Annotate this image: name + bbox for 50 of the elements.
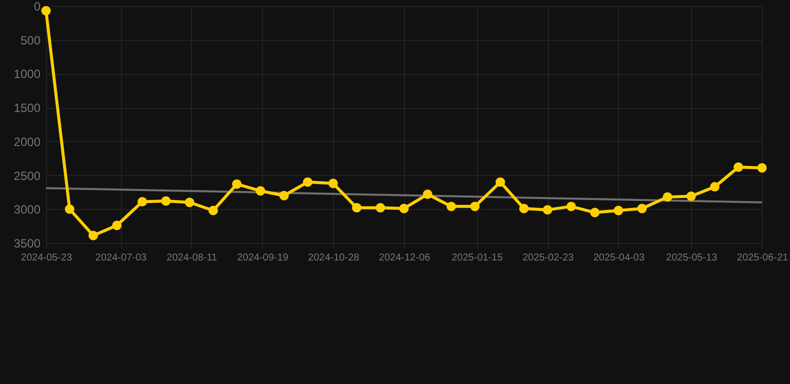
point [446,202,456,212]
point [376,203,386,213]
point [734,162,744,172]
point [138,196,148,206]
y-tick-label: 0 [34,0,41,14]
y-tick-label: 1500 [14,101,41,116]
point [662,192,672,202]
x-tick-label: 2024-07-03 [95,252,148,264]
point [41,6,51,16]
y-tick-label: 500 [20,33,41,48]
point [542,205,552,215]
point [352,203,362,213]
point [328,178,338,188]
x-tick-label: 2025-06-21 [736,252,789,264]
point [422,190,432,199]
x-tick-label: 2024-09-19 [237,252,289,264]
x-tick-label: 2024-12-06 [378,252,431,264]
x-tick-label: 2025-02-23 [522,252,574,264]
point [710,182,720,192]
point [686,192,696,202]
point [208,206,218,216]
y-tick-label: 2500 [14,168,41,183]
point [757,163,767,173]
point [637,204,647,214]
point [399,204,409,214]
point [184,198,194,208]
x-tick-label: 2024-08-11 [166,252,218,264]
x-tick-label: 2024-10-28 [308,252,360,264]
x-tick-label: 2025-01-15 [452,252,504,264]
x-tick-label: 2024-05-23 [20,252,73,264]
point [470,202,480,212]
point [64,204,74,214]
point [161,196,171,206]
point [88,230,98,240]
point [566,202,576,212]
y-tick-label: 3500 [14,236,41,250]
point [112,220,122,230]
x-tick-label: 2025-04-03 [593,252,645,264]
point [519,204,529,214]
point [496,177,506,187]
point [279,190,289,200]
x-tick-label: 2025-05-13 [666,252,718,264]
point [302,177,312,187]
point [614,206,624,216]
point [256,186,266,196]
point [232,179,242,189]
point [590,208,600,218]
y-tick-label: 3000 [14,202,41,217]
y-tick-label: 1000 [14,67,41,82]
y-tick-label: 2000 [14,134,41,149]
